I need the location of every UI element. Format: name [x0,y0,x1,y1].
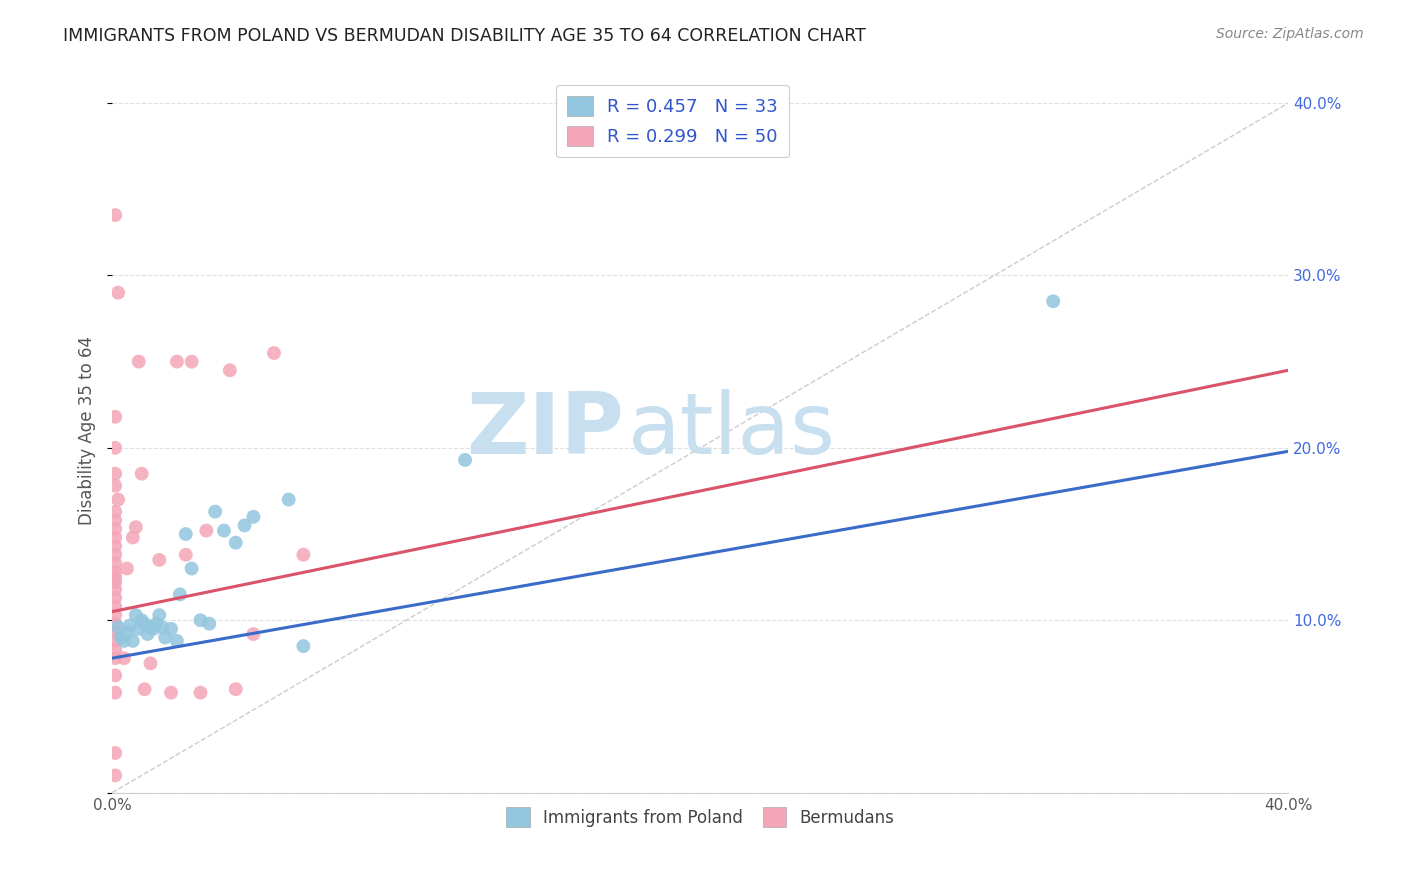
Point [115,625,138,640]
Point [225,535,247,549]
Point [128,622,150,636]
Point [107,492,129,507]
Point [110,631,132,645]
Point [104,686,127,700]
Point [242,509,264,524]
Text: atlas: atlas [627,389,835,472]
Point [174,527,197,541]
Text: IMMIGRANTS FROM POLAND VS BERMUDAN DISABILITY AGE 35 TO 64 CORRELATION CHART: IMMIGRANTS FROM POLAND VS BERMUDAN DISAB… [63,27,866,45]
Point [169,587,191,601]
Point [125,520,148,534]
Point [139,620,162,634]
Point [1042,294,1064,309]
Point [292,548,315,562]
Point [121,531,143,545]
Point [128,354,150,368]
Point [139,657,162,671]
Point [104,608,127,623]
Point [104,591,127,605]
Point [104,513,127,527]
Point [292,639,315,653]
Point [263,346,285,360]
Point [104,634,127,648]
Y-axis label: Disability Age 35 to 64: Disability Age 35 to 64 [79,336,96,525]
Point [225,682,247,697]
Point [104,642,127,657]
Point [104,505,127,519]
Point [233,518,256,533]
Point [166,354,188,368]
Point [148,553,170,567]
Point [104,575,127,590]
Point [148,608,170,623]
Point [134,616,156,631]
Point [204,505,226,519]
Text: ZIP: ZIP [467,389,624,472]
Point [190,613,212,627]
Point [115,561,138,575]
Point [104,479,127,493]
Point [131,467,153,481]
Legend: Immigrants from Poland, Bermudans: Immigrants from Poland, Bermudans [498,799,903,835]
Point [104,768,127,782]
Point [180,354,202,368]
Point [107,620,129,634]
Point [104,557,127,571]
Point [166,634,188,648]
Point [104,616,127,631]
Point [104,746,127,760]
Point [277,492,299,507]
Point [107,285,129,300]
Point [180,561,202,575]
Point [160,622,183,636]
Point [118,618,141,632]
Point [125,608,148,623]
Point [136,627,159,641]
Point [104,522,127,536]
Point [104,539,127,553]
Point [218,363,240,377]
Point [134,682,156,697]
Point [212,524,235,538]
Point [454,453,477,467]
Point [104,208,127,222]
Point [104,570,127,584]
Point [104,625,127,640]
Point [131,613,153,627]
Point [104,467,127,481]
Point [112,634,135,648]
Point [174,548,197,562]
Point [198,616,221,631]
Point [104,651,127,665]
Point [104,582,127,597]
Point [104,668,127,682]
Point [104,599,127,614]
Point [142,622,165,636]
Point [160,686,183,700]
Point [121,634,143,648]
Point [104,409,127,424]
Point [104,441,127,455]
Point [112,651,135,665]
Point [104,531,127,545]
Point [190,686,212,700]
Point [145,616,167,631]
Point [150,620,173,634]
Text: Source: ZipAtlas.com: Source: ZipAtlas.com [1216,27,1364,41]
Point [104,565,127,579]
Point [195,524,218,538]
Point [104,548,127,562]
Point [153,631,176,645]
Point [242,627,264,641]
